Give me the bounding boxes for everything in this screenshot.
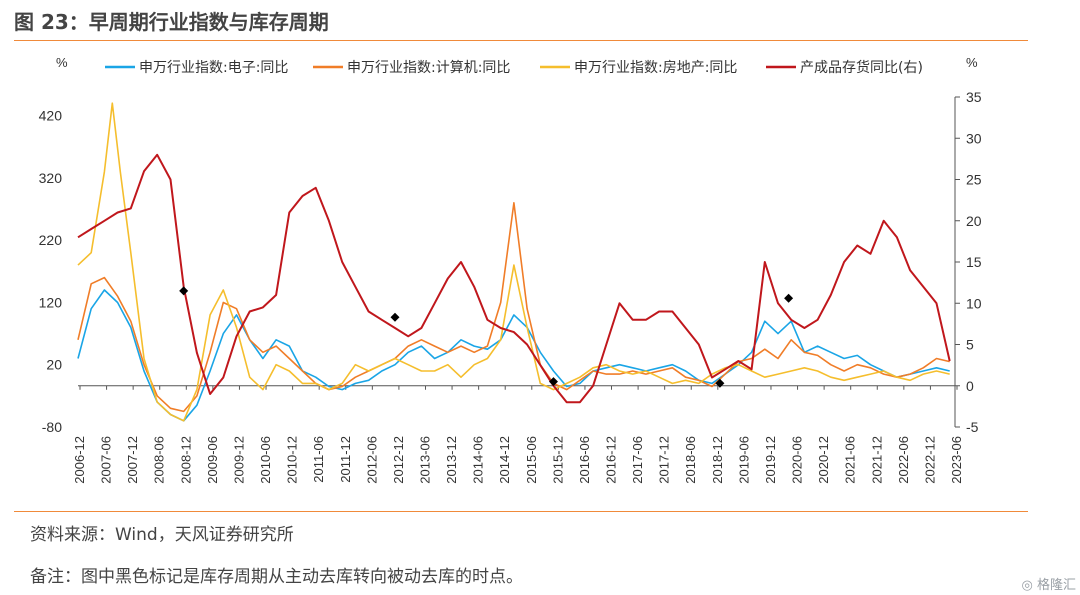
x-tick-label: 2012-06	[364, 436, 379, 484]
x-tick-label: 2007-06	[99, 436, 114, 484]
x-tick-label: 2022-06	[896, 436, 911, 484]
legend-label-2: 申万行业指数:计算机:同比	[347, 60, 510, 76]
x-tick-label: 2009-06	[205, 436, 220, 484]
x-tick-label: 2020-06	[790, 436, 805, 484]
right-axis-unit: %	[966, 55, 978, 70]
right-tick-label: 0	[966, 378, 974, 394]
x-tick-label: 2015-12	[550, 436, 565, 484]
x-tick-label: 2018-06	[683, 436, 698, 484]
page-title: 图 23：早周期行业指数与库存周期	[14, 10, 329, 34]
legend-label-3: 申万行业指数:房地产:同比	[574, 60, 737, 76]
right-tick-label: 25	[966, 172, 982, 188]
left-tick-label: 220	[39, 232, 63, 248]
right-tick-label: 15	[966, 254, 982, 270]
x-tick-label: 2023-06	[949, 436, 964, 484]
x-tick-label: 2020-12	[816, 436, 831, 484]
x-tick-label: 2008-12	[178, 436, 193, 484]
left-tick-label: 20	[46, 357, 62, 373]
x-tick-label: 2014-12	[497, 436, 512, 484]
x-tick-label: 2012-12	[391, 436, 406, 484]
turning-point-marker	[390, 312, 400, 322]
turning-point-marker	[784, 293, 794, 303]
turning-point-marker	[548, 377, 558, 387]
series-line-2	[77, 202, 950, 413]
left-tick-label: -80	[42, 419, 62, 435]
chart-markers	[179, 286, 794, 388]
legend-label-1: 申万行业指数:电子:同比	[139, 60, 288, 76]
x-tick-label: 2021-06	[843, 436, 858, 484]
left-tick-label: 120	[39, 294, 63, 310]
chart-axes: % % -80 20 120 220 320 420 -5 0 5 10 15 20 25 30 35 2006-…	[39, 55, 982, 484]
watermark-logo: ◎ 格隆汇	[1021, 578, 1076, 593]
remark-note: 备注：图中黑色标记是库存周期从主动去库转向被动去库的时点。	[30, 567, 523, 587]
x-tick-label: 2010-06	[258, 436, 273, 484]
inventory-cycle-chart: 申万行业指数:电子:同比 申万行业指数:计算机:同比 申万行业指数:房地产:同比 产成…	[39, 55, 982, 484]
x-tick-label: 2016-12	[604, 436, 619, 484]
x-tick-label: 2011-06	[311, 436, 326, 483]
left-axis-unit: %	[56, 55, 68, 70]
turning-point-marker	[179, 286, 189, 296]
x-tick-label: 2006-12	[72, 436, 87, 484]
right-tick-label: 35	[966, 89, 982, 105]
left-tick-label: 420	[39, 108, 63, 124]
source-note: 资料来源：Wind，天风证券研究所	[30, 525, 294, 545]
x-tick-label: 2018-12	[710, 436, 725, 484]
x-tick-label: 2021-12	[869, 436, 884, 484]
x-tick-label: 2019-12	[763, 436, 778, 484]
right-tick-label: 20	[966, 213, 982, 229]
x-tick-label: 2022-12	[922, 436, 937, 484]
x-tick-label: 2009-12	[231, 436, 246, 484]
x-tick-label: 2017-12	[657, 436, 672, 484]
x-tick-label: 2007-12	[125, 436, 140, 484]
footer-divider	[14, 511, 1028, 512]
x-tick-label: 2013-06	[417, 436, 432, 484]
title-divider	[14, 40, 1028, 41]
x-tick-label: 2016-06	[577, 436, 592, 484]
x-tick-label: 2008-06	[152, 436, 167, 484]
x-tick-label: 2011-12	[338, 436, 353, 483]
turning-point-marker	[715, 378, 725, 388]
chart-plot-area	[77, 102, 951, 422]
x-tick-label: 2013-12	[444, 436, 459, 484]
x-tick-label: 2014-06	[471, 436, 486, 484]
right-tick-label: 10	[966, 295, 982, 311]
right-tick-label: -5	[966, 419, 979, 435]
legend-label-4: 产成品存货同比(右)	[800, 59, 923, 76]
series-line-4	[77, 153, 951, 404]
series-line-3	[77, 102, 950, 422]
right-tick-label: 30	[966, 130, 982, 146]
chart-legend: 申万行业指数:电子:同比 申万行业指数:计算机:同比 申万行业指数:房地产:同比 产成…	[105, 59, 923, 76]
x-tick-label: 2015-06	[524, 436, 539, 484]
x-tick-label: 2019-06	[736, 436, 751, 484]
left-tick-label: 320	[39, 170, 63, 186]
x-tick-label: 2010-12	[285, 436, 300, 484]
right-tick-label: 5	[966, 337, 974, 353]
x-tick-label: 2017-06	[630, 436, 645, 484]
